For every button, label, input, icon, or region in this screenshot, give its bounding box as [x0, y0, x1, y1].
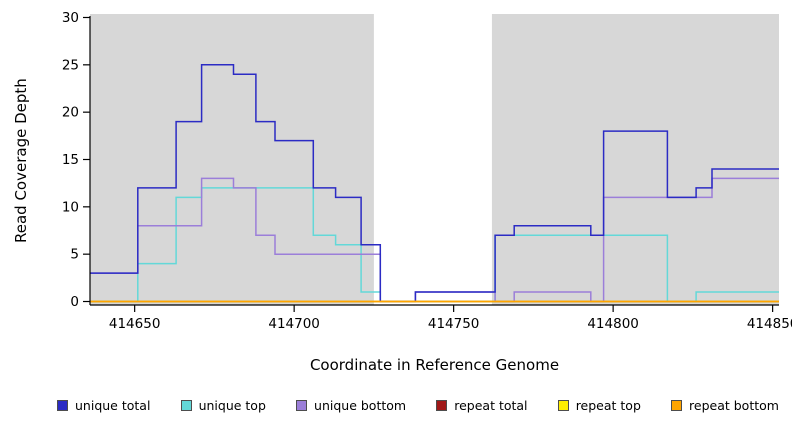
legend-swatch-icon [436, 400, 448, 411]
x-axis-title: Coordinate in Reference Genome [309, 356, 560, 374]
x-tick-label: 414700 [268, 316, 320, 332]
legend-label: unique total [75, 398, 151, 413]
y-tick-label: 0 [70, 294, 79, 310]
legend-swatch-icon [296, 400, 308, 411]
legend-item-repeat-total: repeat total [436, 398, 528, 413]
legend-label: unique top [198, 398, 266, 413]
legend-item-unique-top: unique top [180, 398, 266, 413]
x-tick-label: 414800 [587, 316, 639, 332]
legend-item-unique-total: unique total [57, 398, 150, 413]
series-line-unique-total [90, 64, 779, 303]
series-line-unique-top [90, 187, 779, 303]
x-tick-label: 414750 [428, 316, 480, 332]
y-axis-title: Read Coverage Depth [12, 78, 30, 243]
y-tick-label: 15 [62, 152, 79, 168]
y-tick-label: 10 [62, 199, 79, 215]
legend-swatch-icon [180, 400, 192, 411]
legend-label: repeat total [454, 398, 528, 413]
x-tick-label: 414650 [109, 316, 161, 332]
legend-item-repeat-top: repeat top [557, 398, 641, 413]
y-tick-label: 30 [62, 10, 79, 26]
y-tick-label: 5 [70, 247, 79, 263]
legend-label: repeat bottom [689, 398, 779, 413]
legend-label: repeat top [575, 398, 641, 413]
y-tick-label: 25 [62, 57, 79, 73]
legend-label: unique bottom [314, 398, 407, 413]
masked-region [373, 14, 492, 305]
legend-swatch-icon [57, 400, 68, 411]
legend-swatch-icon [557, 400, 569, 411]
legend-swatch-icon [671, 400, 683, 411]
legend: unique total unique top unique bottom repea… [57, 398, 779, 413]
x-tick-label: 414850 [747, 316, 792, 332]
chart-plot-area: 0 5 10 15 20 25 30 414650 414700 414750 414800 4148… [62, 10, 792, 332]
legend-item-repeat-bottom: repeat bottom [671, 398, 779, 413]
legend-item-unique-bottom: unique bottom [296, 398, 406, 413]
y-tick-label: 20 [62, 105, 79, 121]
